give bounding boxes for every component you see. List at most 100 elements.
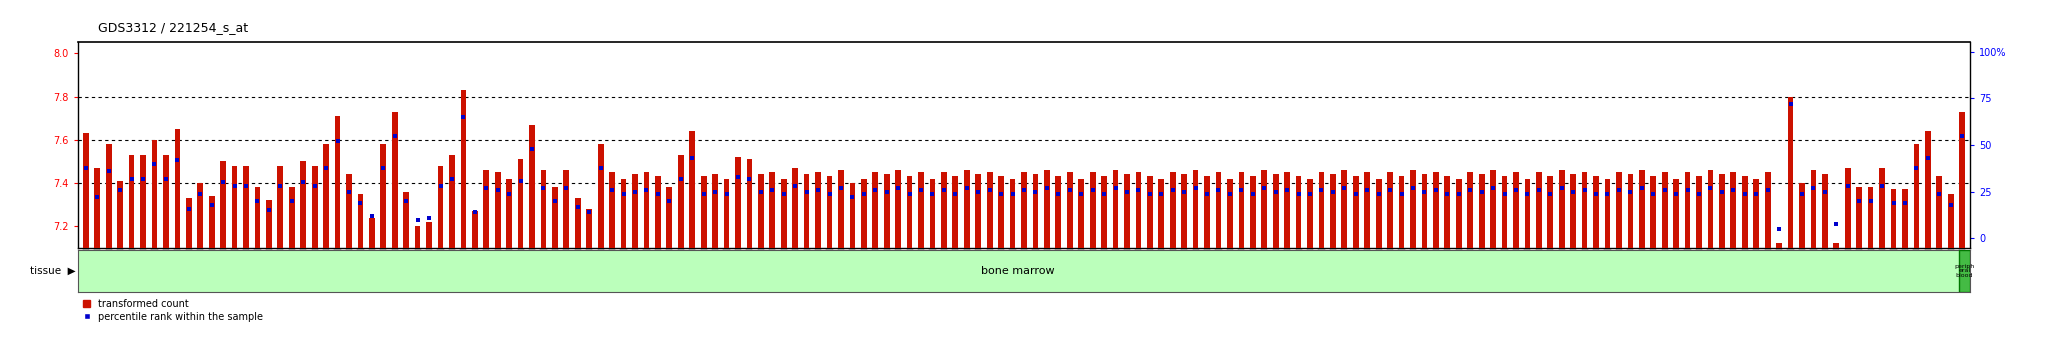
Point xyxy=(207,179,240,185)
Point xyxy=(883,185,915,191)
Bar xyxy=(1284,172,1290,248)
Bar xyxy=(1102,177,1108,248)
Bar xyxy=(1718,174,1724,248)
Point xyxy=(1464,189,1497,195)
Bar xyxy=(1112,170,1118,248)
Point xyxy=(1225,187,1257,193)
Point xyxy=(791,189,823,195)
Bar xyxy=(311,166,317,248)
Point xyxy=(1888,200,1921,206)
Point xyxy=(915,191,948,196)
Point xyxy=(1946,133,1978,139)
Bar xyxy=(758,174,764,248)
Point xyxy=(1432,191,1464,196)
Bar xyxy=(84,133,88,248)
Point xyxy=(950,185,983,191)
Point xyxy=(1409,189,1442,195)
Text: bone marrow: bone marrow xyxy=(981,266,1055,276)
Bar xyxy=(209,196,215,248)
Point xyxy=(1741,191,1774,196)
Point xyxy=(836,195,868,200)
Point xyxy=(446,114,479,120)
Bar xyxy=(1776,244,1782,248)
Point xyxy=(1659,191,1692,196)
Bar xyxy=(1227,179,1233,248)
Bar xyxy=(918,172,924,248)
Point xyxy=(1384,191,1417,196)
Point xyxy=(219,183,252,189)
Bar xyxy=(1855,187,1862,248)
Bar xyxy=(997,177,1004,248)
Point xyxy=(469,185,502,191)
Bar xyxy=(885,174,889,248)
Point xyxy=(664,176,696,182)
Bar xyxy=(369,218,375,248)
Bar xyxy=(1032,174,1038,248)
Bar xyxy=(358,194,362,248)
Bar xyxy=(1204,177,1210,248)
Bar xyxy=(700,177,707,248)
Bar xyxy=(1925,131,1931,248)
Point xyxy=(1282,191,1315,196)
Bar xyxy=(803,174,809,248)
Point xyxy=(1751,187,1784,193)
Bar xyxy=(518,159,524,248)
Bar xyxy=(748,159,752,248)
Point xyxy=(1636,191,1669,196)
Bar xyxy=(975,174,981,248)
Point xyxy=(1522,187,1554,193)
Point xyxy=(641,191,674,196)
Point xyxy=(344,200,377,206)
Point xyxy=(618,189,651,195)
Bar xyxy=(1411,170,1415,248)
Point xyxy=(1237,191,1270,196)
Bar xyxy=(1880,168,1884,248)
Bar xyxy=(770,172,774,248)
Bar xyxy=(1217,172,1221,248)
Bar xyxy=(1386,172,1393,248)
Bar xyxy=(1890,189,1896,248)
Bar xyxy=(735,157,741,248)
Point xyxy=(1180,185,1212,191)
Bar xyxy=(254,187,260,248)
Point xyxy=(1614,189,1647,195)
Bar xyxy=(723,179,729,248)
Point xyxy=(1489,191,1522,196)
Bar xyxy=(164,155,168,248)
Point xyxy=(631,187,664,193)
Point xyxy=(436,176,469,182)
Bar xyxy=(633,174,637,248)
Bar xyxy=(815,172,821,248)
Point xyxy=(1569,187,1602,193)
Point xyxy=(756,187,788,193)
Bar xyxy=(1090,172,1096,248)
Point xyxy=(1008,187,1040,193)
Bar xyxy=(1810,170,1817,248)
Bar xyxy=(266,200,272,248)
Point xyxy=(1053,187,1085,193)
Point xyxy=(80,195,113,200)
Point xyxy=(1911,155,1944,161)
Bar xyxy=(528,125,535,248)
Bar xyxy=(1341,170,1348,248)
Bar xyxy=(838,170,844,248)
Point xyxy=(1853,198,1886,204)
Point xyxy=(1774,101,1806,107)
Bar xyxy=(1937,177,1942,248)
Bar xyxy=(139,155,145,248)
Bar xyxy=(827,177,831,248)
Point xyxy=(1763,226,1796,232)
Bar xyxy=(1765,172,1772,248)
Point xyxy=(1694,185,1726,191)
Bar xyxy=(1434,172,1440,248)
Point xyxy=(1671,187,1704,193)
Point xyxy=(274,198,307,204)
Bar xyxy=(1296,177,1300,248)
Bar xyxy=(301,161,305,248)
Bar xyxy=(186,198,193,248)
Point xyxy=(733,176,766,182)
Bar xyxy=(987,172,993,248)
Point xyxy=(1339,191,1372,196)
Bar xyxy=(1354,177,1358,248)
Bar xyxy=(1456,179,1462,248)
